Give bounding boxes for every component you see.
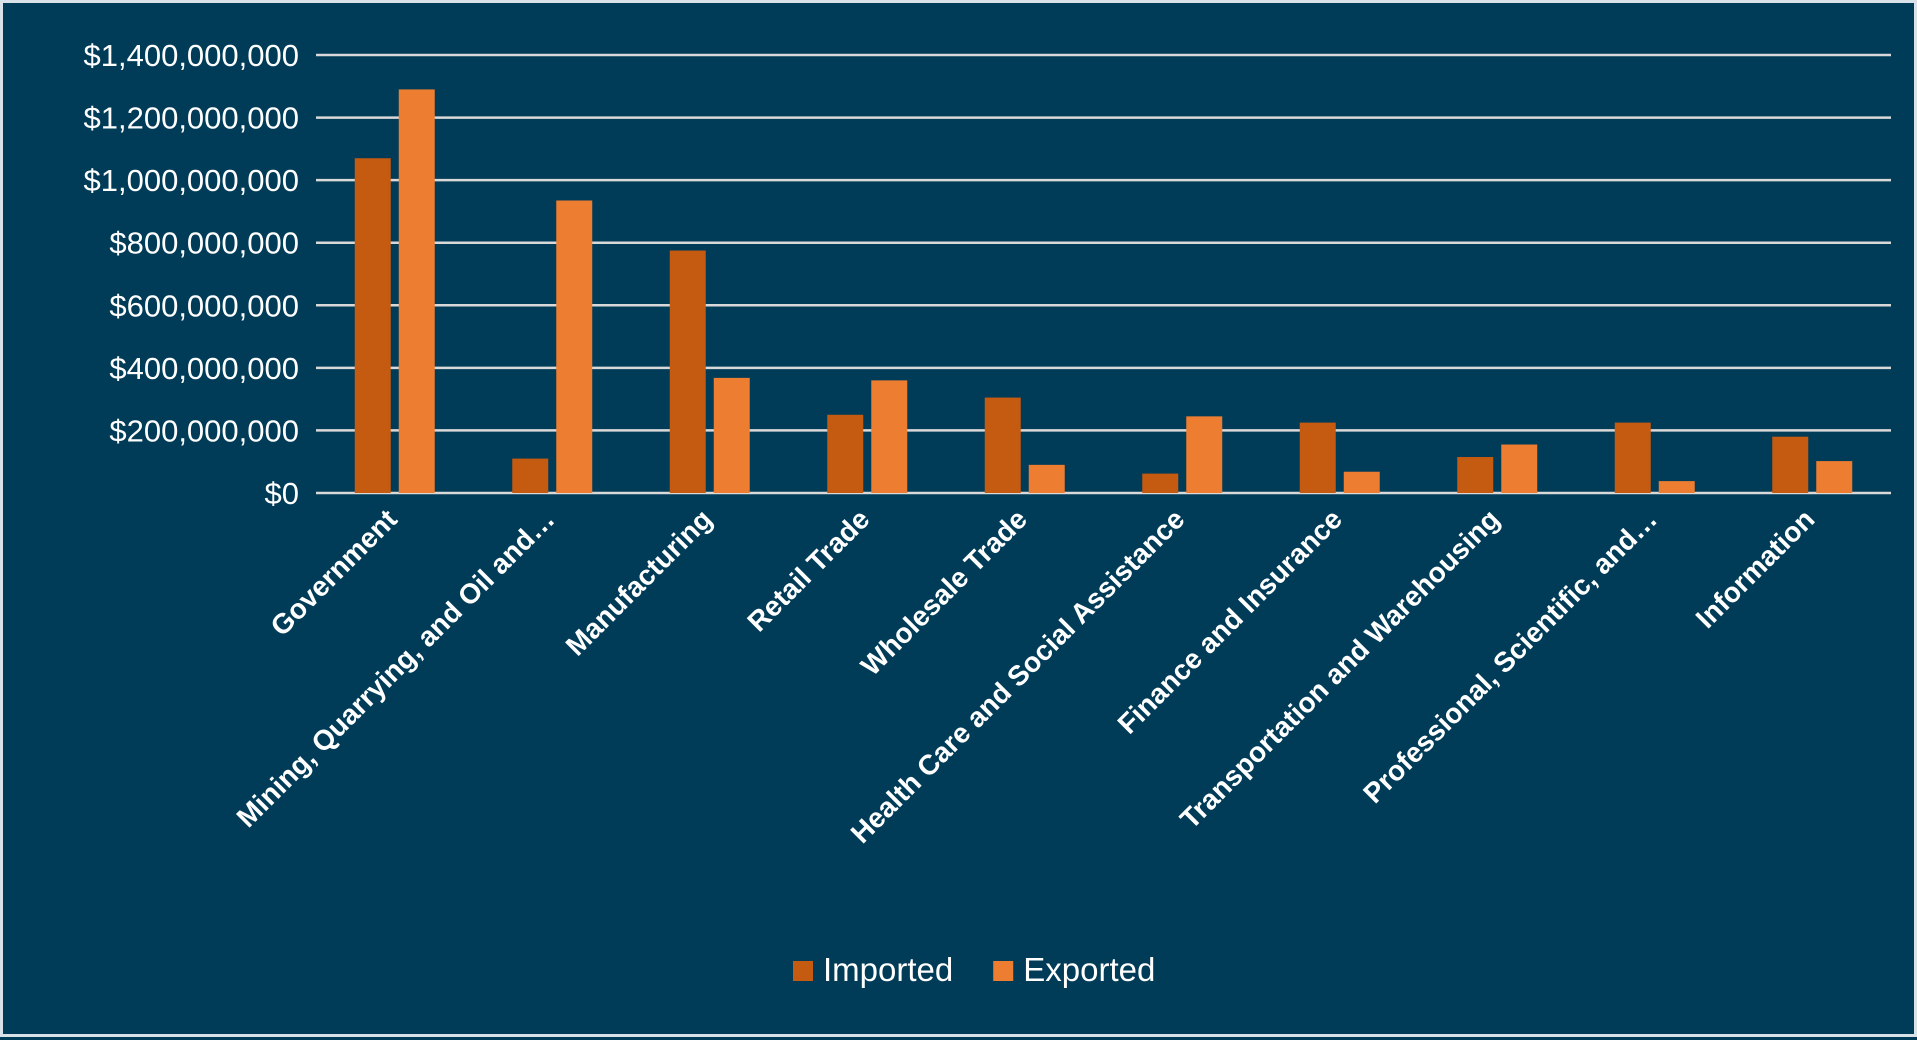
legend-swatch-imported (793, 961, 813, 981)
x-category-label: Transportation and Warehousing (1174, 503, 1505, 834)
legend-swatch-exported (993, 961, 1014, 981)
bar-imported-9 (1772, 436, 1809, 493)
bar-exported-3 (871, 380, 908, 493)
bar-exported-0 (398, 89, 435, 494)
legend-label-exported: Exported (1023, 951, 1155, 988)
bar-imported-3 (827, 414, 864, 493)
bar-imported-8 (1614, 422, 1651, 493)
bar-imported-6 (1299, 422, 1336, 493)
legend: Imported Exported (793, 951, 1155, 988)
bar-exported-5 (1186, 416, 1223, 493)
y-tick-label: $1,400,000,000 (84, 38, 300, 73)
x-category-label: Information (1690, 503, 1821, 634)
x-category-label: Manufacturing (560, 503, 718, 661)
x-category-label: Retail Trade (741, 503, 875, 637)
y-axis-tick-labels: $0 $200,000,000 $400,000,000 $600,000,000 $8… (84, 38, 300, 511)
bar-imported-4 (984, 397, 1021, 493)
bars (354, 89, 1853, 494)
bar-imported-2 (669, 250, 706, 493)
bar-imported-7 (1457, 457, 1494, 493)
y-tick-label: $0 (265, 476, 299, 511)
bar-exported-2 (713, 377, 750, 493)
bar-exported-6 (1343, 471, 1380, 493)
y-tick-label: $600,000,000 (109, 288, 299, 323)
bar-exported-4 (1028, 464, 1065, 493)
x-category-label: Wholesale Trade (855, 503, 1033, 681)
bar-imported-1 (512, 458, 549, 493)
gridlines (316, 53, 1891, 495)
y-tick-label: $400,000,000 (109, 351, 299, 386)
bar-imported-0 (354, 158, 391, 493)
y-tick-label: $200,000,000 (109, 413, 299, 448)
bar-chart: $0 $200,000,000 $400,000,000 $600,000,000 $8… (84, 38, 1891, 988)
x-category-label: Mining, Quarrying, and Oil and… (231, 503, 561, 833)
bar-exported-8 (1658, 481, 1695, 493)
bar-exported-1 (556, 200, 593, 493)
y-tick-label: $800,000,000 (109, 226, 299, 261)
x-category-label: Government (264, 503, 403, 642)
y-tick-label: $1,000,000,000 (84, 163, 300, 198)
y-tick-label: $1,200,000,000 (84, 101, 300, 136)
x-category-label: Professional, Scientific, and… (1357, 503, 1663, 809)
bar-exported-9 (1816, 461, 1853, 493)
bar-exported-7 (1501, 444, 1538, 493)
x-category-label: Health Care and Social Assistance (845, 503, 1191, 849)
legend-label-imported: Imported (823, 951, 953, 988)
bar-imported-5 (1142, 473, 1179, 493)
